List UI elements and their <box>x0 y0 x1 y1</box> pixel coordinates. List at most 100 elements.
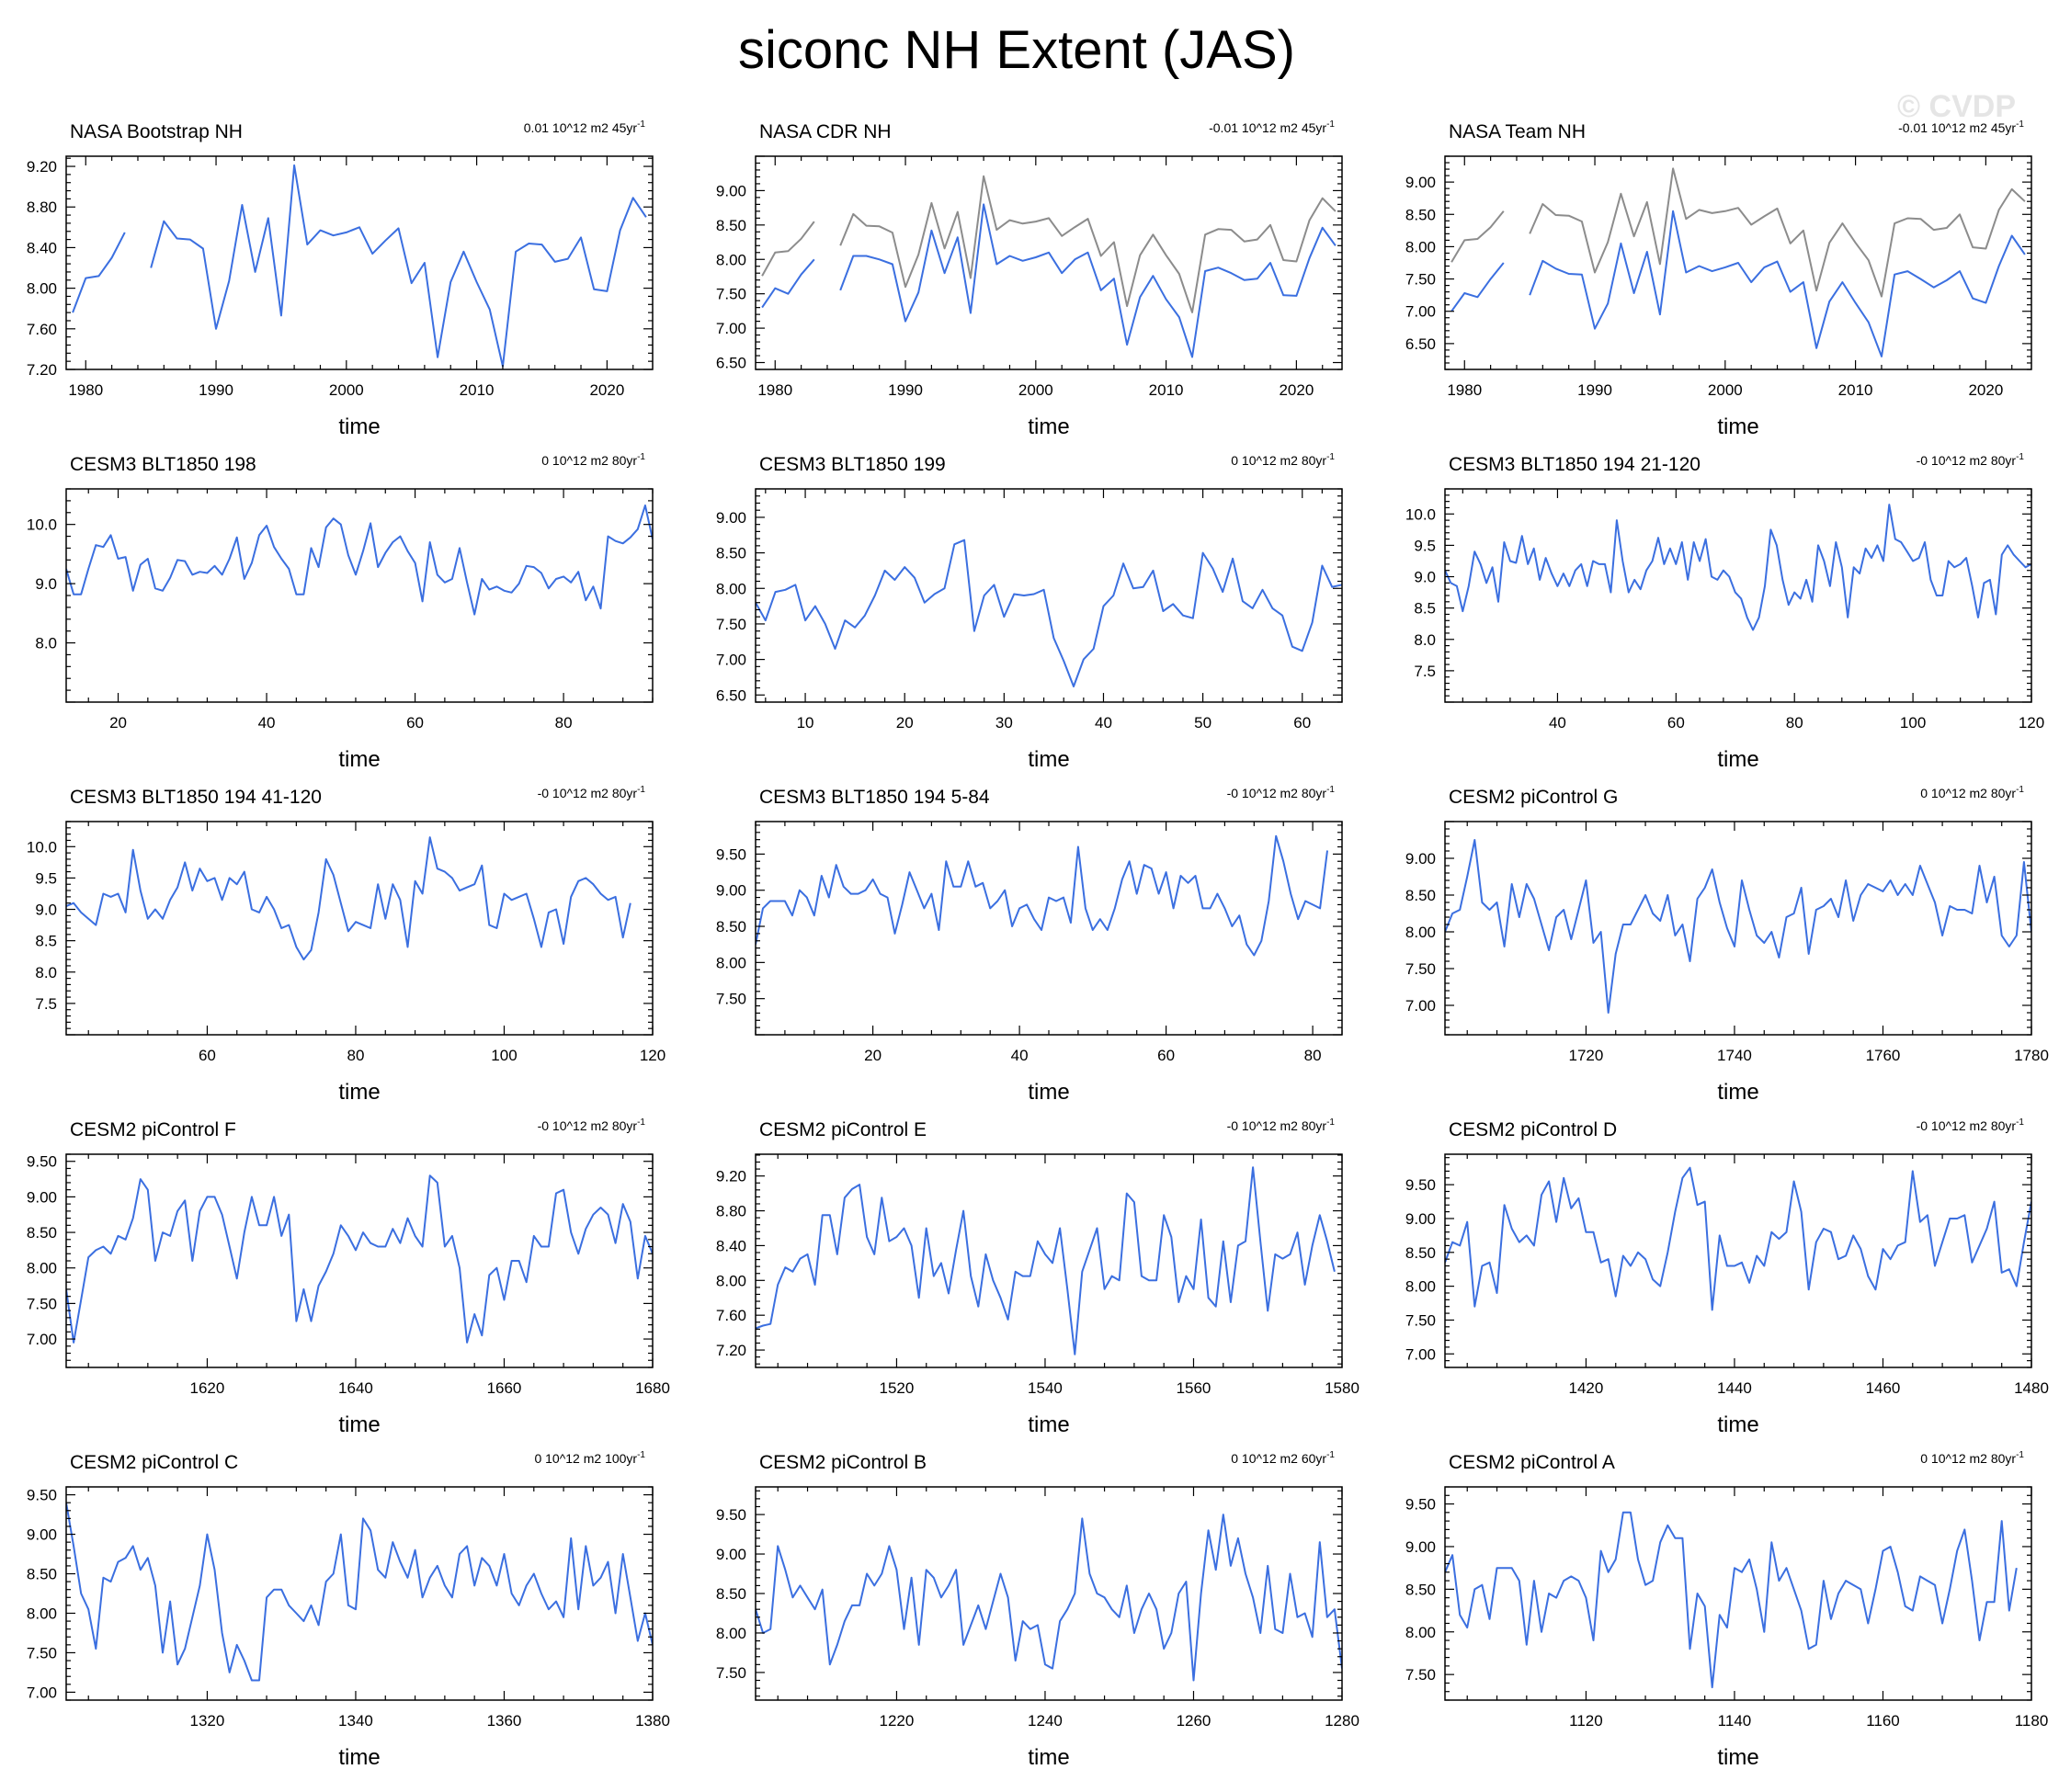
y-tick-label: 7.00 <box>1405 997 1436 1015</box>
x-tick-label: 1990 <box>888 381 923 399</box>
y-tick-label: 9.50 <box>27 1487 57 1504</box>
y-tick-label: 8.40 <box>716 1237 746 1254</box>
panel-title: CESM2 piControl C <box>70 1452 238 1473</box>
trend-label: -0 10^12 m2 80yr-1 <box>1917 1117 2025 1133</box>
x-tick-label: 2010 <box>1149 381 1184 399</box>
trend-label: -0 10^12 m2 80yr-1 <box>538 1117 646 1133</box>
panel-title: CESM3 BLT1850 194 21-120 <box>1449 454 1701 475</box>
y-tick-label: 10.0 <box>27 516 57 534</box>
plot-frame <box>1444 821 2032 1036</box>
x-tick-label: 1160 <box>1866 1712 1900 1730</box>
y-tick-label: 8.50 <box>1405 206 1436 223</box>
panel-title: CESM3 BLT1850 199 <box>759 454 946 475</box>
x-tick-label: 1380 <box>635 1712 670 1730</box>
plot-frame <box>65 1153 654 1368</box>
x-tick-label: 1440 <box>1717 1379 1752 1397</box>
panel-title: CESM3 BLT1850 198 <box>70 454 256 475</box>
x-tick-label: 40 <box>258 714 276 732</box>
y-tick-label: 9.00 <box>716 182 746 199</box>
y-tick-label: 9.5 <box>35 869 57 887</box>
x-tick-label: 2000 <box>1018 381 1053 399</box>
y-tick-label: 8.50 <box>27 1224 57 1242</box>
x-tick-label: 1780 <box>2014 1047 2049 1064</box>
x-tick-label: 1580 <box>1325 1379 1359 1397</box>
chart-panel: CESM2 piControl B 0 10^12 m2 60yr-1 1220 12… <box>716 1450 1359 1770</box>
y-tick-label: 7.50 <box>27 1644 57 1662</box>
x-tick-label: 1980 <box>1447 381 1482 399</box>
y-tick-label: 8.00 <box>1405 924 1436 941</box>
panel-title: CESM2 piControl F <box>70 1119 236 1140</box>
y-tick-label: 9.20 <box>27 158 57 176</box>
x-tick-label: 100 <box>491 1047 517 1064</box>
series-line <box>756 539 1342 687</box>
panel-title: CESM2 piControl B <box>759 1452 927 1473</box>
y-tick-label: 7.60 <box>27 321 57 338</box>
y-tick-label: 7.50 <box>27 1295 57 1312</box>
x-tick-label: 120 <box>640 1047 665 1064</box>
chart-panel: NASA Bootstrap NH 0.01 10^12 m2 45yr-1 198… <box>27 119 654 439</box>
y-tick-label: 8.00 <box>716 580 746 597</box>
x-tick-label: 60 <box>199 1047 216 1064</box>
y-tick-label: 7.00 <box>716 652 746 669</box>
y-tick-label: 9.0 <box>35 902 57 919</box>
x-axis-label: time <box>1717 414 1758 439</box>
panel-title: CESM2 piControl A <box>1449 1452 1615 1473</box>
plot-frame <box>755 488 1343 703</box>
x-tick-label: 50 <box>1194 714 1212 732</box>
x-tick-label: 1980 <box>757 381 792 399</box>
series-line <box>66 505 653 616</box>
plot-frame <box>1444 1486 2032 1701</box>
y-tick-label: 8.00 <box>1405 1624 1436 1641</box>
x-tick-label: 100 <box>1900 714 1926 732</box>
x-axis-label: time <box>338 1080 380 1105</box>
y-tick-label: 10.0 <box>1405 505 1436 523</box>
y-tick-label: 9.00 <box>27 1526 57 1544</box>
chart-panel: CESM3 BLT1850 194 41-120 -0 10^12 m2 80yr… <box>27 785 665 1105</box>
series-line <box>761 203 1337 358</box>
watermark: © CVDP <box>1897 89 2016 124</box>
x-tick-label: 1640 <box>338 1379 373 1397</box>
y-tick-label: 8.50 <box>1405 1581 1436 1598</box>
series-line <box>1445 1511 2018 1689</box>
x-tick-label: 1140 <box>1718 1712 1752 1730</box>
y-tick-label: 8.00 <box>716 251 746 268</box>
y-tick-label: 7.00 <box>1405 303 1436 321</box>
chart-panel: CESM3 BLT1850 194 21-120 -0 10^12 m2 80yr… <box>1405 452 2044 772</box>
x-axis-label: time <box>1717 1080 1758 1105</box>
x-tick-label: 1520 <box>880 1379 915 1397</box>
y-tick-label: 9.00 <box>716 882 746 900</box>
x-axis-label: time <box>338 747 380 772</box>
panel-title: NASA CDR NH <box>759 121 892 142</box>
x-tick-label: 1340 <box>338 1712 373 1730</box>
plot-frame <box>1444 1153 2032 1368</box>
x-tick-label: 1660 <box>487 1379 522 1397</box>
y-tick-label: 7.50 <box>716 1664 746 1682</box>
x-tick-label: 2000 <box>329 381 364 399</box>
panel-grid: NASA Bootstrap NH 0.01 10^12 m2 45yr-1 198… <box>27 119 2049 1770</box>
trend-label: 0 10^12 m2 80yr-1 <box>1920 1450 2024 1466</box>
y-tick-label: 7.5 <box>1414 663 1436 680</box>
series-line <box>1445 1166 2031 1311</box>
x-tick-label: 60 <box>406 714 424 732</box>
x-tick-label: 1420 <box>1569 1379 1604 1397</box>
y-tick-label: 8.50 <box>716 545 746 562</box>
y-tick-label: 9.50 <box>716 1506 746 1524</box>
series-line <box>1450 210 2026 357</box>
y-tick-label: 7.50 <box>1405 960 1436 978</box>
plot-frame <box>65 488 654 703</box>
y-tick-label: 9.00 <box>716 1546 746 1563</box>
series-line <box>1445 839 2031 1014</box>
x-tick-label: 1760 <box>1866 1047 1901 1064</box>
x-tick-label: 1360 <box>487 1712 522 1730</box>
chart-panel: CESM3 BLT1850 198 0 10^12 m2 80yr-1 20 40 60… <box>27 452 654 772</box>
trend-label: 0 10^12 m2 80yr-1 <box>1231 452 1335 468</box>
y-tick-label: 7.00 <box>27 1684 57 1701</box>
y-tick-label: 8.80 <box>716 1203 746 1220</box>
x-tick-label: 1260 <box>1177 1712 1212 1730</box>
y-tick-label: 8.50 <box>716 217 746 234</box>
x-axis-label: time <box>1717 1412 1758 1437</box>
trend-label: -0 10^12 m2 80yr-1 <box>1227 785 1336 800</box>
plot-frame <box>65 155 654 370</box>
y-tick-label: 8.00 <box>1405 1278 1436 1296</box>
x-tick-label: 30 <box>995 714 1013 732</box>
